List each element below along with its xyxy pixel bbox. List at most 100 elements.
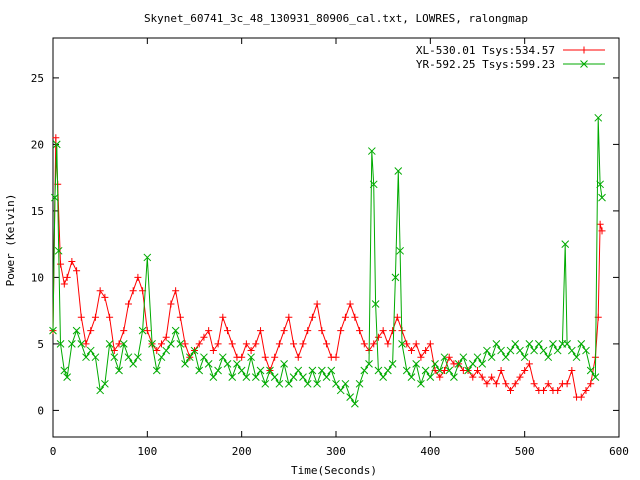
data-point [218, 353, 227, 362]
series-2 [49, 113, 606, 408]
data-point [323, 340, 331, 348]
data-point [106, 313, 114, 321]
data-point [516, 346, 524, 355]
x-tick-label: 300 [326, 445, 346, 458]
data-point [87, 327, 95, 335]
legend-label: YR-592.25 Tsys:599.23 [416, 58, 555, 71]
data-point [304, 327, 312, 335]
data-point [185, 353, 194, 362]
data-point [572, 353, 581, 362]
data-point [214, 340, 222, 348]
data-point [261, 379, 270, 388]
data-point [534, 340, 543, 348]
data-point [313, 379, 321, 388]
data-point [205, 327, 213, 335]
data-point [492, 380, 500, 388]
data-point [445, 366, 454, 375]
data-point [394, 167, 403, 175]
series-layer [49, 113, 606, 408]
data-point [393, 313, 401, 321]
data-point [346, 300, 354, 308]
data-point [511, 380, 519, 388]
data-point [219, 313, 227, 321]
data-point [172, 287, 180, 295]
data-point [469, 373, 477, 381]
data-point [501, 353, 510, 362]
data-point [251, 373, 260, 382]
data-point [561, 240, 570, 249]
data-point [284, 379, 293, 388]
data-point [68, 340, 76, 348]
data-point [119, 340, 128, 348]
legend-label: XL-530.01 Tsys:534.57 [416, 44, 555, 57]
data-point [582, 346, 590, 355]
data-point [407, 373, 416, 382]
data-point [506, 346, 515, 355]
data-point [73, 267, 81, 275]
data-point [478, 373, 486, 381]
data-point [422, 347, 430, 355]
data-point [407, 347, 415, 355]
data-point [351, 399, 359, 408]
data-point [351, 313, 359, 321]
data-point [577, 393, 585, 401]
data-point [598, 227, 606, 235]
data-point [82, 353, 90, 362]
x-axis-label: Time(Seconds) [291, 464, 377, 477]
data-point [367, 147, 376, 155]
data-point [384, 366, 392, 375]
data-point [596, 180, 604, 189]
data-point [167, 340, 175, 348]
data-point [285, 313, 293, 321]
data-point [450, 373, 458, 382]
data-point [242, 340, 250, 348]
data-point [520, 353, 529, 362]
data-point [582, 386, 590, 394]
data-point [91, 313, 99, 321]
data-point [143, 253, 152, 262]
data-point [294, 366, 303, 375]
data-point [436, 373, 444, 381]
data-point [308, 366, 317, 375]
data-point [101, 379, 109, 388]
data-point [60, 280, 68, 288]
data-point [176, 313, 184, 321]
data-point [313, 300, 321, 308]
data-point [356, 327, 364, 335]
data-point [54, 246, 63, 255]
data-point [563, 380, 571, 388]
x-tick-label: 500 [515, 445, 535, 458]
data-point [391, 273, 400, 282]
data-point [110, 353, 119, 362]
data-point [530, 380, 538, 388]
data-point [384, 340, 392, 348]
data-point [209, 373, 218, 382]
data-point [152, 366, 161, 375]
data-point [115, 340, 123, 348]
data-point [124, 300, 132, 308]
data-point [360, 340, 368, 348]
x-tick-label: 200 [232, 445, 252, 458]
data-point [370, 340, 378, 348]
data-point [238, 353, 246, 361]
x-axis: 0 100 200 300 400 500 600 [50, 38, 629, 458]
data-point [346, 393, 355, 401]
data-point [431, 359, 439, 368]
data-point [525, 360, 533, 368]
y-tick-label: 0 [37, 404, 44, 417]
data-point [167, 300, 175, 308]
data-point [294, 353, 302, 361]
data-point [398, 340, 406, 348]
data-point [280, 359, 288, 368]
data-point [598, 193, 606, 202]
data-point [289, 373, 298, 382]
data-point [257, 327, 265, 335]
x-tick-label: 400 [420, 445, 440, 458]
data-point [120, 327, 128, 335]
data-point [209, 347, 217, 355]
data-point [157, 340, 165, 348]
data-point [280, 327, 288, 335]
data-point [464, 366, 472, 375]
